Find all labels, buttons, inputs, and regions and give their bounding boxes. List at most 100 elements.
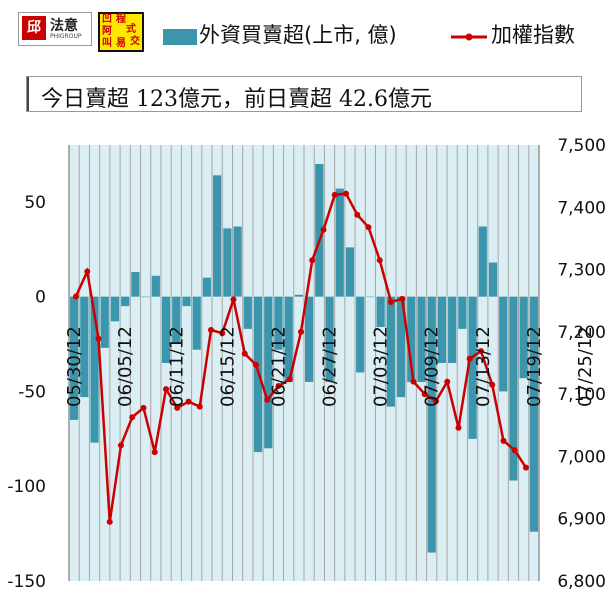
index-point: [163, 386, 169, 393]
bar: [356, 296, 365, 373]
bar: [427, 296, 436, 553]
index-point: [230, 296, 237, 303]
bar: [519, 296, 528, 379]
bar: [335, 188, 344, 297]
bar: [90, 296, 99, 443]
bar: [396, 296, 406, 398]
bar: [325, 296, 334, 382]
index-point: [241, 350, 248, 357]
bar: [121, 296, 130, 307]
index-point: [376, 257, 383, 264]
summary-text: 今日賣超 123億元，前日賣超 42.6億元: [41, 87, 432, 112]
bar: [80, 296, 89, 398]
index-point: [331, 191, 338, 198]
logo-char: 程: [116, 14, 126, 25]
phigroup-logo-mark: 邱: [22, 16, 46, 40]
bar: [386, 296, 395, 407]
plot-background: [69, 145, 539, 581]
x-date-label: 05/30/12: [64, 326, 85, 407]
bar: [213, 175, 222, 297]
bar: [448, 296, 457, 363]
index-point: [208, 326, 214, 333]
bar: [141, 296, 150, 298]
bar: [376, 296, 385, 327]
index-point: [478, 348, 484, 355]
bar: [478, 226, 487, 297]
phigroup-logo-name: 法意: [50, 18, 78, 34]
bar: [100, 296, 109, 348]
right-tick-label: 7,000: [557, 447, 606, 467]
index-point: [196, 403, 203, 410]
bar: [417, 296, 426, 382]
bar: [499, 296, 508, 392]
bar: [274, 296, 283, 350]
left-tick-label: -50: [18, 382, 46, 402]
index-point: [444, 378, 451, 385]
bar: [345, 247, 355, 297]
bar: [294, 294, 303, 297]
logo-char: 阿: [102, 26, 112, 37]
bar: [161, 296, 171, 363]
summary-box: 今日賣超 123億元，前日賣超 42.6億元: [26, 76, 582, 112]
bar: [366, 296, 375, 298]
index-point: [388, 298, 394, 305]
right-tick-label: 7,400: [557, 198, 606, 218]
index-point: [95, 335, 102, 342]
bar: [253, 296, 263, 453]
index-point: [309, 257, 316, 264]
right-tick-label: 7,300: [557, 261, 606, 281]
bar: [488, 262, 498, 297]
logo-char: 易: [116, 38, 126, 49]
index-point: [399, 295, 406, 302]
index-point: [343, 190, 349, 197]
x-date-label: 06/21/12: [268, 326, 289, 407]
right-tick-label: 7,100: [557, 385, 606, 405]
right-tick-label: 6,900: [557, 510, 606, 530]
index-point: [106, 518, 113, 525]
left-tick-label: -100: [7, 477, 46, 497]
bar: [192, 296, 201, 350]
index-point: [73, 293, 79, 300]
x-date-label: 06/15/12: [217, 326, 238, 407]
index-point: [219, 330, 226, 337]
bar: [407, 296, 416, 382]
logo-char: 凹: [102, 14, 112, 25]
index-point: [140, 404, 147, 411]
index-point: [298, 328, 304, 335]
index-point: [421, 391, 428, 398]
bar: [509, 296, 518, 481]
x-date-label: 07/25/12: [575, 326, 596, 407]
index-point: [466, 355, 473, 362]
x-date-label: 07/19/12: [524, 326, 545, 407]
bar: [172, 296, 181, 345]
bar: [315, 163, 324, 297]
phigroup-logo-sub: PHIGROUP: [50, 33, 82, 40]
legend-bar-swatch: [163, 29, 197, 45]
bar: [131, 272, 140, 297]
logo-char: 式: [126, 24, 136, 35]
bar: [458, 296, 467, 329]
bar: [202, 277, 212, 297]
left-tick-label: 50: [24, 193, 46, 213]
index-point: [489, 381, 496, 388]
x-date-label: 07/13/12: [473, 326, 494, 407]
index-point: [151, 449, 158, 456]
bar: [233, 226, 242, 297]
bar: [223, 228, 232, 297]
bar: [182, 296, 191, 307]
index-point: [275, 383, 282, 390]
legend-line-label: 加權指數: [491, 23, 575, 47]
index-point: [84, 268, 91, 275]
bar: [529, 296, 538, 532]
index-point: [185, 398, 192, 405]
bar: [264, 296, 273, 449]
index-point: [511, 447, 518, 454]
right-tick-label: 7,200: [557, 323, 606, 343]
index-point: [455, 424, 462, 431]
index-point: [365, 224, 372, 231]
index-point: [129, 414, 136, 421]
index-point: [174, 404, 181, 411]
index-point: [354, 211, 361, 218]
legend-bar-label: 外資買賣超(上市, 億): [199, 23, 397, 47]
bar: [110, 296, 120, 322]
